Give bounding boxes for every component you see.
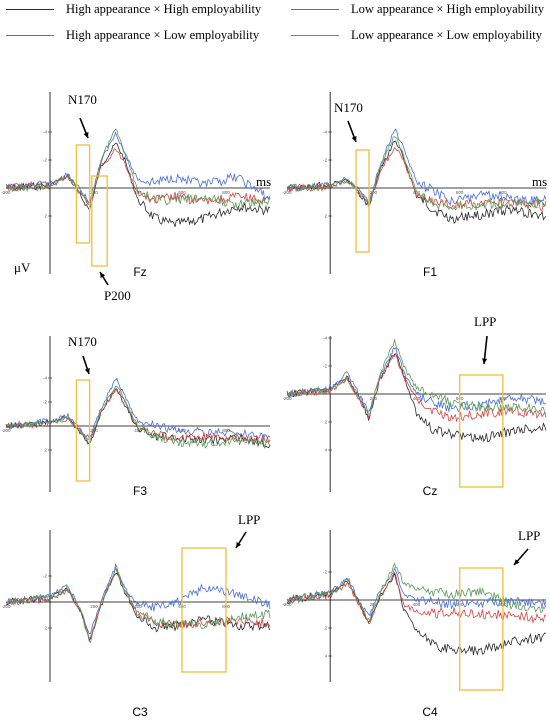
y-tick-label: 2 — [325, 420, 328, 425]
legend-label: High appearance × High employability — [66, 2, 262, 16]
arrow-head — [83, 132, 89, 138]
erp-trace-3-1 — [286, 346, 546, 414]
x-tick-label: 800 — [499, 190, 507, 195]
erp-trace-2-0 — [5, 388, 271, 449]
y-tick-label: 4 — [325, 654, 328, 659]
legend-label: High appearance × Low employability — [66, 28, 260, 42]
electrode-label: C3 — [132, 705, 148, 719]
erp-trace-0-1 — [5, 131, 271, 206]
electrode-label: C4 — [422, 705, 438, 719]
y-tick-label: -2 — [323, 570, 327, 575]
legend-swatch — [6, 9, 54, 10]
x-tick-label: 800 — [222, 190, 230, 195]
x-tick-label: 800 — [222, 428, 230, 433]
legend-item: High appearance × High employability — [6, 2, 261, 17]
erp-trace-0-3 — [5, 128, 271, 210]
arrow-head — [236, 542, 242, 548]
erp-trace-1-0 — [286, 140, 547, 224]
legend-label: Low appearance × Low employability — [351, 28, 543, 42]
x-tick-label: 200 — [370, 190, 378, 195]
x-tick-label: 400 — [134, 604, 142, 609]
arrow-head — [84, 368, 90, 374]
erp-trace-3-3 — [286, 339, 547, 415]
annotation-window-box — [458, 567, 504, 691]
x-tick-label: 400 — [134, 428, 142, 433]
y-tick-label: 2 — [325, 626, 328, 631]
y-tick-label: -2 — [43, 400, 47, 405]
erp-trace-0-0 — [5, 142, 271, 228]
y-tick-label: 2 — [44, 626, 47, 631]
legend-item: Low appearance × Low employability — [291, 28, 542, 43]
y-tick-label: -2 — [323, 158, 327, 163]
legend-swatch — [291, 9, 339, 10]
arrow-head — [100, 272, 106, 278]
electrode-label: F3 — [133, 484, 147, 498]
annotation-label: N170 — [68, 92, 97, 107]
x-tick-label: -200 — [282, 396, 292, 401]
annotation-label: P200 — [104, 288, 131, 303]
arrow-head — [514, 559, 520, 565]
legend-swatch — [291, 35, 339, 36]
annotation-label: LPP — [474, 314, 496, 329]
legend-label: Low appearance × High employability — [351, 2, 545, 16]
electrode-label: Fz — [133, 265, 146, 279]
x-tick-label: -200 — [1, 604, 11, 609]
y-tick-label: -2 — [323, 364, 327, 369]
legend-swatch — [6, 35, 54, 36]
x-axis-label: ms — [532, 174, 547, 189]
y-axis-label: μV — [14, 260, 31, 275]
y-tick-label: -4 — [43, 130, 47, 135]
electrode-label: Cz — [423, 484, 438, 498]
x-tick-label: 600 — [178, 190, 186, 195]
y-tick-label: -4 — [43, 376, 47, 381]
legend-item: Low appearance × High employability — [291, 2, 544, 17]
erp-trace-2-1 — [5, 377, 271, 440]
arrow-head — [481, 358, 488, 364]
legend-item: High appearance × Low employability — [6, 28, 259, 43]
erp-trace-2-3 — [5, 385, 271, 449]
y-tick-label: 4 — [325, 448, 328, 453]
annotation-window-box — [458, 374, 504, 488]
annotation-label: N170 — [334, 100, 363, 115]
erp-trace-5-1 — [286, 566, 547, 617]
y-tick-label: 2 — [325, 214, 328, 219]
annotation-window-box — [75, 379, 91, 482]
y-tick-label: -2 — [43, 574, 47, 579]
y-tick-label: 2 — [44, 214, 47, 219]
arrow-head — [351, 136, 357, 142]
annotation-window-box — [75, 144, 91, 244]
annotation-window-box — [355, 149, 370, 253]
erp-trace-5-0 — [286, 572, 547, 656]
x-tick-label: 600 — [456, 190, 464, 195]
x-tick-label: 200 — [90, 604, 98, 609]
annotation-window-box — [181, 547, 227, 673]
annotation-window-box — [91, 175, 108, 267]
y-tick-label: -4 — [323, 336, 327, 341]
x-tick-label: -200 — [282, 190, 292, 195]
legend: High appearance × High employability Low… — [0, 0, 550, 52]
annotation-label: LPP — [238, 512, 260, 527]
erp-trace-5-2 — [286, 572, 547, 624]
x-axis-label: ms — [256, 174, 271, 189]
y-tick-label: -2 — [43, 158, 47, 163]
annotation-label: N170 — [68, 334, 97, 349]
y-tick-label: 2 — [44, 448, 47, 453]
x-tick-label: -200 — [1, 428, 11, 433]
annotation-label: LPP — [518, 528, 540, 543]
erp-trace-1-3 — [286, 136, 547, 211]
x-tick-label: -200 — [1, 190, 11, 195]
x-tick-label: 400 — [413, 602, 421, 607]
x-tick-label: -200 — [282, 602, 292, 607]
electrode-label: F1 — [423, 265, 437, 279]
y-tick-label: -4 — [323, 130, 327, 135]
